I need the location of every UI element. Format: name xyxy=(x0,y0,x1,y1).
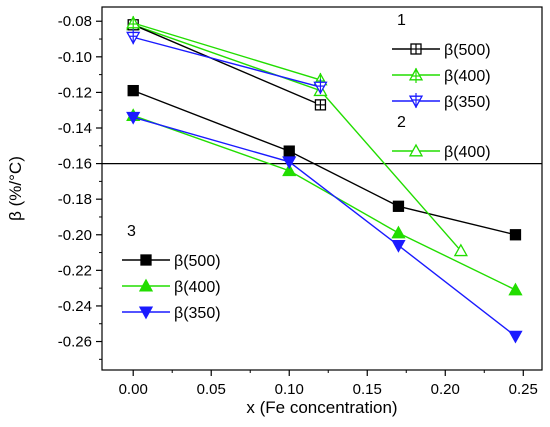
y-tick-label: -0.08 xyxy=(58,13,92,30)
series-line xyxy=(132,24,321,106)
y-tick-label: -0.14 xyxy=(58,120,92,137)
data-point xyxy=(283,145,295,157)
y-tick-label: -0.26 xyxy=(58,334,92,351)
legend-label: β(500) xyxy=(444,42,491,59)
legend-marker xyxy=(408,143,424,157)
series-1-350 xyxy=(126,29,328,95)
data-point xyxy=(509,229,522,241)
legend-label: β(400) xyxy=(444,144,491,161)
y-tick-label: -0.10 xyxy=(58,49,92,66)
plot-border xyxy=(101,6,543,371)
series-line xyxy=(133,22,321,81)
legend-marker xyxy=(140,254,152,266)
series-3-350 xyxy=(126,111,523,344)
y-tick-label: -0.12 xyxy=(58,84,92,101)
data-point xyxy=(314,99,327,111)
legend-title: 2 xyxy=(397,114,406,131)
series-line xyxy=(133,36,321,88)
legend-label: β(350) xyxy=(174,305,221,322)
series-line xyxy=(132,24,462,252)
y-axis-title: β (%/°C) xyxy=(6,156,25,221)
y-axis: -0.08 -0.10 -0.12 -0.14 -0.16 -0.18 -0.20 -0.22… xyxy=(58,13,102,360)
legend-marker xyxy=(408,67,424,83)
x-tick-label: 0.15 xyxy=(353,381,382,398)
y-tick-label: -0.20 xyxy=(58,227,92,244)
data-point xyxy=(126,15,141,32)
legend-label: β(400) xyxy=(174,279,221,296)
y-tick-label: -0.24 xyxy=(58,298,92,315)
series-line xyxy=(132,114,516,291)
legend-marker xyxy=(138,278,154,292)
x-axis-title: x (Fe concentration) xyxy=(246,398,397,417)
x-tick-label: 0.25 xyxy=(509,381,538,398)
data-point xyxy=(391,225,406,239)
x-axis: 0.00 0.05 0.10 0.15 0.20 0.25 xyxy=(119,370,538,398)
legend-3: 3 β(500) β(400) β(350) xyxy=(122,223,221,322)
data-point xyxy=(392,200,405,212)
data-point xyxy=(313,79,328,95)
x-tick-label: 0.05 xyxy=(197,381,226,398)
x-tick-label: 0.10 xyxy=(275,381,304,398)
series-1-400 xyxy=(126,15,328,88)
y-tick-label: -0.16 xyxy=(58,156,92,173)
series-line xyxy=(133,116,516,337)
y-tick-label: -0.22 xyxy=(58,262,92,279)
legend-title: 3 xyxy=(127,223,136,240)
series-3-500 xyxy=(127,84,522,241)
legend-marker xyxy=(410,43,422,55)
series-line xyxy=(132,89,516,236)
legend-2: 2 β(400) xyxy=(392,114,491,161)
legend-marker xyxy=(408,93,424,109)
data-point xyxy=(126,29,141,45)
legend-marker xyxy=(138,306,154,320)
x-tick-label: 0.20 xyxy=(431,381,460,398)
y-tick-label: -0.18 xyxy=(58,191,92,208)
plot-frame xyxy=(101,6,543,371)
legend-title: 1 xyxy=(397,12,406,29)
data-point xyxy=(508,282,523,296)
data-point xyxy=(127,84,139,97)
data-point xyxy=(508,330,523,344)
data-point xyxy=(453,243,468,257)
legend-layer: 1 β(500) β(400) β(350) 2 β(400) 3 β(500) β(400) β… xyxy=(122,12,491,322)
legend-label: β(500) xyxy=(174,253,221,270)
data-point xyxy=(282,163,297,177)
legend-label: β(400) xyxy=(444,68,491,85)
x-tick-label: 0.00 xyxy=(119,381,148,398)
legend-label: β(350) xyxy=(444,94,491,111)
data-point xyxy=(282,156,297,170)
data-point xyxy=(391,239,406,253)
legend-1: 1 β(500) β(400) β(350) xyxy=(392,12,491,111)
series-layer xyxy=(126,15,523,344)
data-point xyxy=(126,111,141,125)
